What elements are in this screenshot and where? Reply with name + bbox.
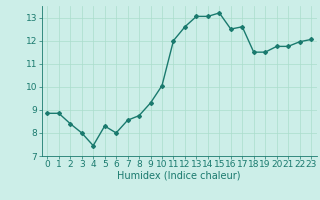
X-axis label: Humidex (Indice chaleur): Humidex (Indice chaleur)	[117, 171, 241, 181]
